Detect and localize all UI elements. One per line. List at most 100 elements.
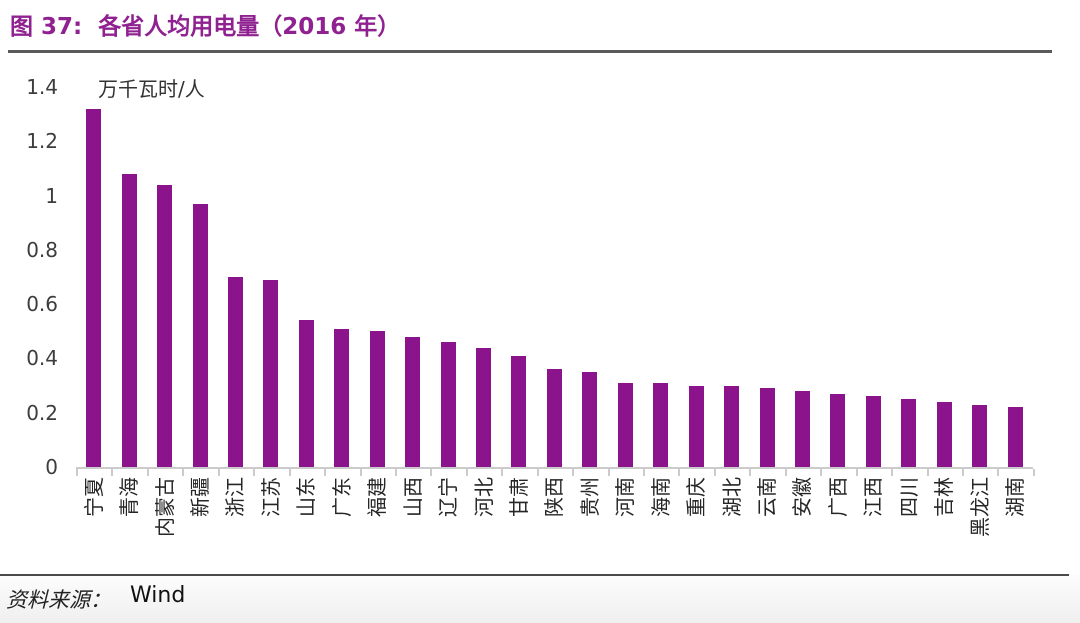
bar xyxy=(476,347,492,467)
bar xyxy=(546,369,562,467)
bar xyxy=(794,391,810,467)
x-label-slot: 四川 xyxy=(891,477,926,574)
x-label-slot: 山西 xyxy=(395,477,430,574)
x-label: 重庆 xyxy=(684,477,709,517)
x-label: 黑龙江 xyxy=(967,477,992,537)
bar xyxy=(511,355,527,467)
bar xyxy=(617,382,633,467)
bar xyxy=(688,385,704,467)
x-label: 广西 xyxy=(825,477,850,517)
bar-slot-甘肃 xyxy=(501,87,536,467)
bar-slot-云南 xyxy=(749,87,784,467)
bar-slot-海南 xyxy=(643,87,678,467)
x-tick xyxy=(858,469,894,476)
bar-slot-吉林 xyxy=(927,87,962,467)
y-tick-label: 1.4 xyxy=(26,75,58,99)
bar-slot-湖北 xyxy=(714,87,749,467)
x-label: 云南 xyxy=(755,477,780,517)
x-tick xyxy=(362,469,397,476)
bar-slot-广西 xyxy=(820,87,855,467)
bar-slot-河南 xyxy=(608,87,643,467)
bar-slot-陕西 xyxy=(537,87,572,467)
bar xyxy=(582,372,598,467)
bar xyxy=(405,336,421,467)
x-label: 海南 xyxy=(648,477,673,517)
bar-slot-四川 xyxy=(891,87,926,467)
x-tick xyxy=(220,469,256,476)
bar-slot-浙江 xyxy=(218,87,253,467)
x-label: 江西 xyxy=(861,477,886,517)
x-label: 贵州 xyxy=(577,477,602,517)
x-label: 河南 xyxy=(613,477,638,517)
bar xyxy=(298,320,314,467)
x-label: 新疆 xyxy=(188,477,213,517)
plot-area xyxy=(76,87,1033,469)
x-tick xyxy=(184,469,220,476)
footer-divider xyxy=(0,574,1069,576)
bar-slot-新疆 xyxy=(182,87,217,467)
bar xyxy=(759,388,775,467)
y-tick-label: 1 xyxy=(45,183,58,208)
bar xyxy=(1007,407,1023,467)
x-label: 四川 xyxy=(896,477,921,517)
bar xyxy=(121,173,137,467)
y-tick-label: 0.8 xyxy=(26,237,58,262)
x-tick xyxy=(468,469,504,476)
bar xyxy=(334,328,350,467)
bar-slot-黑龙江 xyxy=(962,87,997,467)
x-label: 山东 xyxy=(294,477,319,517)
x-label-slot: 黑龙江 xyxy=(962,477,997,574)
x-tick xyxy=(680,469,716,476)
x-tick xyxy=(574,469,610,476)
source-value: Wind xyxy=(130,583,186,608)
x-tick xyxy=(999,469,1035,476)
x-label-slot: 重庆 xyxy=(678,477,713,574)
bar-slot-青海 xyxy=(111,87,146,467)
x-tick xyxy=(432,469,468,476)
bar-slot-湖南 xyxy=(997,87,1032,467)
bar xyxy=(369,331,385,467)
x-label: 吉林 xyxy=(932,477,957,517)
x-label: 辽宁 xyxy=(436,477,461,517)
x-tick xyxy=(751,469,787,476)
x-label-slot: 浙江 xyxy=(218,477,253,574)
bar xyxy=(227,277,243,467)
y-tick-label: 0.4 xyxy=(26,346,58,371)
x-label-slot: 宁夏 xyxy=(76,477,111,574)
x-tick xyxy=(539,469,575,476)
bar-slot-福建 xyxy=(360,87,395,467)
x-label-slot: 河北 xyxy=(466,477,501,574)
y-tick-label: 0.6 xyxy=(26,292,58,317)
x-tick xyxy=(78,469,114,476)
x-tick xyxy=(291,469,327,476)
x-label: 山西 xyxy=(400,477,425,517)
x-label-slot: 云南 xyxy=(749,477,784,574)
x-label-slot: 广东 xyxy=(324,477,359,574)
x-label-slot: 河南 xyxy=(608,477,643,574)
bar-slot-江苏 xyxy=(253,87,288,467)
x-label: 湖南 xyxy=(1003,477,1028,517)
x-label-slot: 广西 xyxy=(820,477,855,574)
x-label: 广东 xyxy=(329,477,354,517)
bar xyxy=(865,396,881,467)
bar-slot-山东 xyxy=(289,87,324,467)
x-label-slot: 青海 xyxy=(111,477,146,574)
y-tick-label: 1.2 xyxy=(26,129,58,154)
bar xyxy=(263,279,279,467)
title-divider xyxy=(8,50,1052,53)
y-axis-unit-label: 万千瓦时/人 xyxy=(98,77,205,101)
x-label: 江苏 xyxy=(258,477,283,517)
x-axis-labels: 宁夏 青海 内蒙古 新疆 浙江 江苏 山东 广东 福建 山西 辽宁 河北 甘肃 陕西 贵州 河南 海南 重庆 湖北云… xyxy=(76,477,1033,574)
x-label: 湖北 xyxy=(719,477,744,517)
x-tick xyxy=(893,469,929,476)
bar-slot-重庆 xyxy=(678,87,713,467)
bar xyxy=(653,382,669,467)
y-tick-label: 0 xyxy=(45,455,58,479)
x-tick xyxy=(397,469,433,476)
x-label: 陕西 xyxy=(542,477,567,517)
x-label-slot: 贵州 xyxy=(572,477,607,574)
bar xyxy=(830,393,846,467)
x-label-slot: 安徽 xyxy=(785,477,820,574)
x-label: 浙江 xyxy=(223,477,248,517)
figure-title: 图 37: 各省人均用电量（2016 年） xyxy=(10,14,401,40)
